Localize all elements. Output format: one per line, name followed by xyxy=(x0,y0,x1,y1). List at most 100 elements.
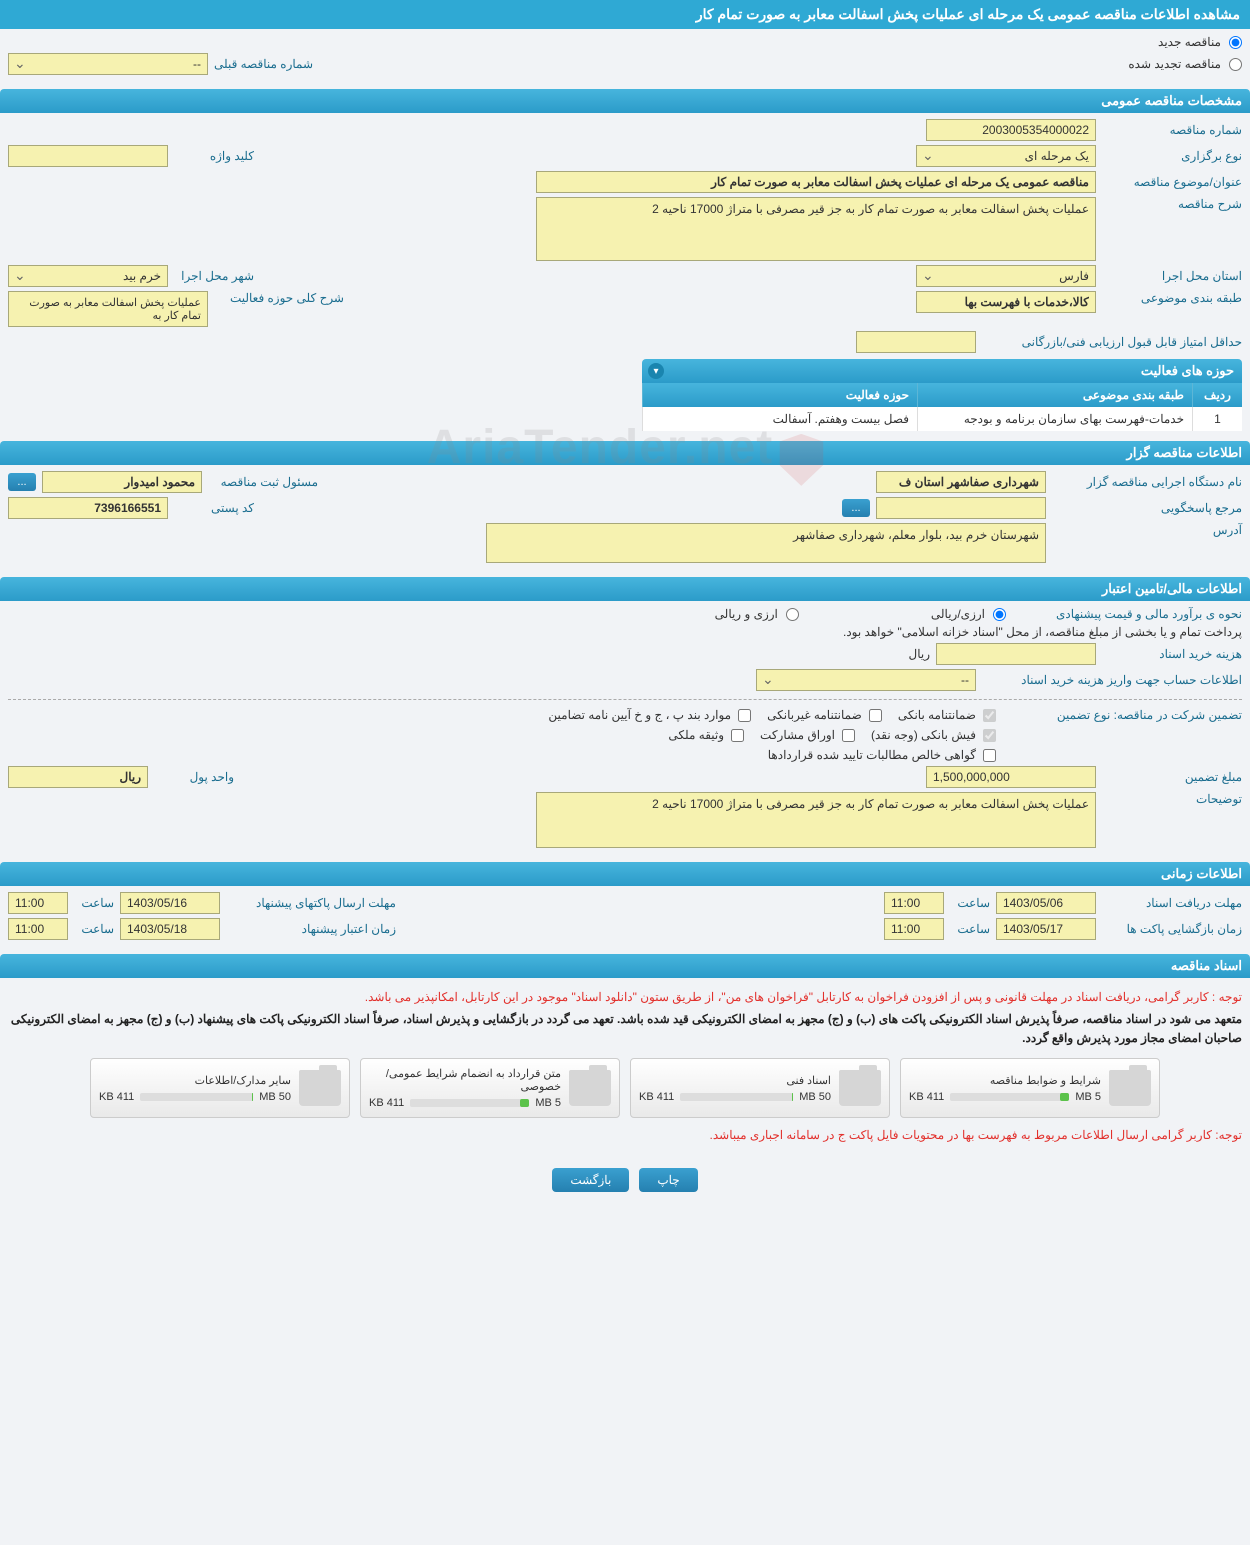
keyword-label: کلید واژه xyxy=(174,149,254,163)
radio-rial[interactable]: ارزی/ریالی xyxy=(931,607,1006,621)
receive-label: مهلت دریافت اسناد xyxy=(1102,896,1242,910)
desc-textarea[interactable]: عملیات پخش اسفالت معابر به صورت تمام کار… xyxy=(536,197,1096,261)
activity-desc-textarea[interactable]: عملیات پخش اسفالت معابر به صورت تمام کار… xyxy=(8,291,208,327)
folder-icon xyxy=(839,1070,881,1106)
docs-bottom-note: توجه: کاربر گرامی ارسال اطلاعات مربوط به… xyxy=(8,1128,1242,1142)
estimate-label: نحوه ی برآورد مالی و قیمت پیشنهادی xyxy=(1012,607,1242,621)
number-input[interactable] xyxy=(926,119,1096,141)
section-general-header: مشخصات مناقصه عمومی xyxy=(0,89,1250,113)
send-time-input[interactable] xyxy=(8,892,68,914)
open-date-input[interactable] xyxy=(996,918,1096,940)
radio-renewed-tender[interactable]: مناقصه تجدید شده xyxy=(1128,57,1242,71)
file-card[interactable]: متن قرارداد به انضمام شرایط عمومی/خصوصی … xyxy=(360,1058,620,1118)
section-organizer-header: اطلاعات مناقصه گزار xyxy=(0,441,1250,465)
file-title: متن قرارداد به انضمام شرایط عمومی/خصوصی xyxy=(369,1067,561,1093)
number-label: شماره مناقصه xyxy=(1102,123,1242,137)
cb-nonbank-guarantee[interactable]: ضمانتنامه غیربانکی xyxy=(767,708,882,722)
reg-owner-input[interactable] xyxy=(42,471,202,493)
cb-regulation[interactable]: موارد بند پ ، ج و خ آیین نامه تضامین xyxy=(548,708,751,722)
file-card[interactable]: سایر مدارک/اطلاعات 50 MB 411 KB xyxy=(90,1058,350,1118)
reg-owner-label: مسئول ثبت مناقصه xyxy=(208,475,318,489)
treasury-note: پرداخت تمام و یا بخشی از مبلغ مناقصه، از… xyxy=(843,625,1242,639)
cb-receivables[interactable]: گواهی خالص مطالبات تایید شده قراردادها xyxy=(768,748,996,762)
open-time-input[interactable] xyxy=(884,918,944,940)
file-card[interactable]: اسناد فنی 50 MB 411 KB xyxy=(630,1058,890,1118)
min-score-input[interactable] xyxy=(856,331,976,353)
valid-time-input[interactable] xyxy=(8,918,68,940)
ref-input[interactable] xyxy=(876,497,1046,519)
divider xyxy=(8,699,1242,700)
province-select[interactable]: فارس xyxy=(916,265,1096,287)
ellipsis-button-2[interactable]: ... xyxy=(842,499,870,517)
category-label: طبقه بندی موضوعی xyxy=(1102,291,1242,305)
receive-date-input[interactable] xyxy=(996,892,1096,914)
docs-note-black: متعهد می شود در اسناد مناقصه، صرفاً پذیر… xyxy=(8,1010,1242,1048)
send-label: مهلت ارسال پاکتهای پیشنهاد xyxy=(226,896,396,910)
desc-label: شرح مناقصه xyxy=(1102,197,1242,211)
radio-new-tender[interactable]: مناقصه جدید xyxy=(1158,35,1242,49)
file-total: 50 MB xyxy=(259,1091,291,1103)
postcode-input[interactable] xyxy=(8,497,168,519)
section-timing-header: اطلاعات زمانی xyxy=(0,862,1250,886)
keyword-input[interactable] xyxy=(8,145,168,167)
page-title: مشاهده اطلاعات مناقصه عمومی یک مرحله ای … xyxy=(0,0,1250,29)
account-label: اطلاعات حساب جهت واریز هزینه خرید اسناد xyxy=(982,673,1242,687)
prev-number-select[interactable]: -- xyxy=(8,53,208,75)
file-used: 411 KB xyxy=(369,1097,404,1109)
radio-both[interactable]: ارزی و ریالی xyxy=(715,607,799,621)
table-row: 1 خدمات-فهرست بهای سازمان برنامه و بودجه… xyxy=(642,407,1242,431)
currency-label: ریال xyxy=(908,647,930,661)
category-input[interactable] xyxy=(916,291,1096,313)
file-total: 5 MB xyxy=(535,1097,561,1109)
activity-table-head: ردیف طبقه بندی موضوعی حوزه فعالیت xyxy=(642,383,1242,407)
cb-bonds[interactable]: اوراق مشارکت xyxy=(760,728,855,742)
valid-date-input[interactable] xyxy=(120,918,220,940)
cb-property[interactable]: وثیقه ملکی xyxy=(668,728,744,742)
type-select[interactable]: یک مرحله ای xyxy=(916,145,1096,167)
folder-icon xyxy=(1109,1070,1151,1106)
cb-bank-receipt[interactable]: فیش بانکی (وجه نقد) xyxy=(871,728,996,742)
unit-label: واحد پول xyxy=(154,770,234,784)
explain-label: توضیحات xyxy=(1102,792,1242,806)
guarantee-amount-label: مبلغ تضمین xyxy=(1102,770,1242,784)
min-score-label: حداقل امتیاز قابل قبول ارزیابی فنی/بازرگ… xyxy=(982,335,1242,349)
file-title: شرایط و ضوابط مناقصه xyxy=(909,1074,1101,1087)
valid-label: زمان اعتبار پیشنهاد xyxy=(226,922,396,936)
print-button[interactable]: چاپ xyxy=(639,1168,697,1192)
address-textarea[interactable]: شهرستان خرم بید، بلوار معلم، شهرداری صفا… xyxy=(486,523,1046,563)
collapse-icon[interactable]: ▾ xyxy=(648,363,664,379)
city-select[interactable]: خرم بید xyxy=(8,265,168,287)
send-date-input[interactable] xyxy=(120,892,220,914)
section-financial-header: اطلاعات مالی/تامین اعتبار xyxy=(0,577,1250,601)
file-title: اسناد فنی xyxy=(639,1074,831,1087)
guarantee-amount-input[interactable] xyxy=(926,766,1096,788)
subject-label: عنوان/موضوع مناقصه xyxy=(1102,175,1242,189)
province-label: استان محل اجرا xyxy=(1102,269,1242,283)
explain-textarea[interactable]: عملیات پخش اسفالت معابر به صورت تمام کار… xyxy=(536,792,1096,848)
file-card[interactable]: شرایط و ضوابط مناقصه 5 MB 411 KB xyxy=(900,1058,1160,1118)
file-used: 411 KB xyxy=(99,1091,134,1103)
doc-cost-input[interactable] xyxy=(936,643,1096,665)
address-label: آدرس xyxy=(1052,523,1242,537)
back-button[interactable]: بازگشت xyxy=(552,1168,629,1192)
section-docs-header: اسناد مناقصه xyxy=(0,954,1250,978)
activity-table-header: حوزه های فعالیت xyxy=(642,359,1242,383)
activity-desc-label: شرح کلی حوزه فعالیت xyxy=(214,291,344,305)
file-used: 411 KB xyxy=(639,1091,674,1103)
postcode-label: کد پستی xyxy=(174,501,254,515)
folder-icon xyxy=(299,1070,341,1106)
file-title: سایر مدارک/اطلاعات xyxy=(99,1074,291,1087)
receive-time-input[interactable] xyxy=(884,892,944,914)
folder-icon xyxy=(569,1070,611,1106)
guarantee-type-label: تضمین شرکت در مناقصه: نوع تضمین xyxy=(1002,708,1242,722)
account-select[interactable]: -- xyxy=(756,669,976,691)
cb-bank-guarantee[interactable]: ضمانتنامه بانکی xyxy=(898,708,996,722)
ellipsis-button-1[interactable]: ... xyxy=(8,473,36,491)
unit-input[interactable] xyxy=(8,766,148,788)
subject-input[interactable] xyxy=(536,171,1096,193)
org-input[interactable] xyxy=(876,471,1046,493)
file-used: 411 KB xyxy=(909,1091,944,1103)
org-label: نام دستگاه اجرایی مناقصه گزار xyxy=(1052,475,1242,489)
type-label: نوع برگزاری xyxy=(1102,149,1242,163)
doc-cost-label: هزینه خرید اسناد xyxy=(1102,647,1242,661)
